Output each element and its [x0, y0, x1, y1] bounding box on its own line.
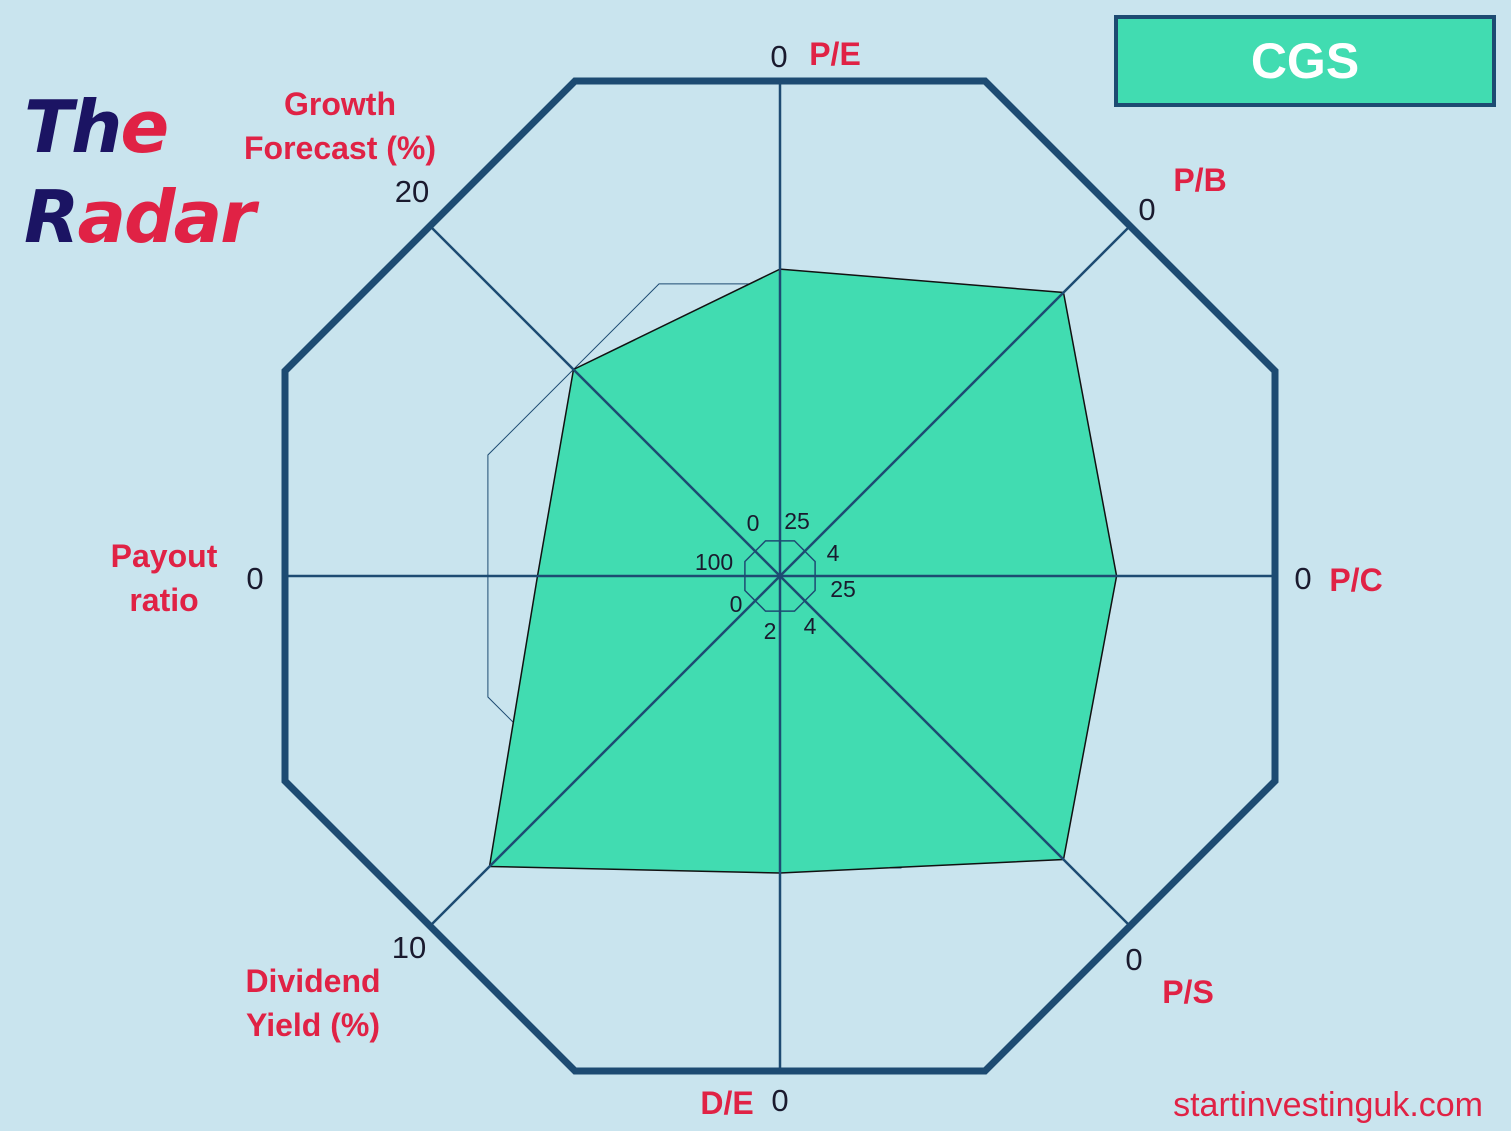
footer-website[interactable]: startinvestinguk.com — [1173, 1086, 1483, 1124]
axis-label-6-line0: Payout — [111, 538, 218, 574]
inner-tick-4: 2 — [764, 618, 777, 644]
axis-label-5-line0: Dividend — [245, 963, 380, 999]
title-line-the: The — [24, 82, 254, 172]
outer-tick-7: 20 — [395, 174, 429, 209]
axis-label-6-line1: ratio — [129, 582, 198, 618]
title-line-radar: Radar — [24, 172, 256, 262]
spoke-1 — [779, 225, 1131, 577]
axis-label-7-line0: Growth — [284, 86, 396, 122]
outer-tick-0: 0 — [770, 39, 787, 74]
inner-tick-0: 25 — [784, 508, 810, 534]
inner-tick-5: 0 — [730, 591, 743, 617]
title-radar-dark: R — [24, 175, 79, 259]
axis-label-2: P/C — [1329, 562, 1382, 598]
inner-tick-1: 4 — [827, 540, 840, 566]
spoke-3 — [779, 575, 1131, 927]
axis-label-5-line1: Yield (%) — [246, 1007, 380, 1043]
axis-label-1: P/B — [1173, 162, 1226, 198]
outer-tick-3: 0 — [1125, 942, 1142, 977]
outer-tick-5: 10 — [392, 930, 426, 965]
spoke-5 — [429, 575, 781, 927]
radar-title: The Radar — [24, 82, 256, 262]
axis-label-3: P/S — [1162, 974, 1214, 1010]
axis-label-0: P/E — [809, 36, 861, 72]
axis-label-7-line1: Forecast (%) — [244, 130, 436, 166]
inner-tick-3: 4 — [804, 613, 817, 639]
outer-tick-2: 0 — [1294, 561, 1311, 596]
outer-tick-6: 0 — [246, 561, 263, 596]
inner-tick-6: 100 — [695, 549, 733, 575]
spoke-7 — [429, 225, 781, 577]
ticker-badge: CGS — [1114, 15, 1496, 107]
outer-frame — [281, 77, 1279, 1075]
ticker-label: CGS — [1250, 33, 1360, 89]
outer-tick-1: 0 — [1138, 192, 1155, 227]
axis-label-4: D/E — [700, 1085, 753, 1121]
inner-tick-2: 25 — [830, 576, 856, 602]
inner-tick-7: 0 — [747, 510, 760, 536]
outer-tick-4: 0 — [771, 1083, 788, 1118]
title-the-dark: Th — [24, 85, 122, 169]
title-radar-red: adar — [77, 175, 255, 259]
inner-ring — [744, 540, 816, 612]
title-the-red: e — [120, 85, 169, 169]
